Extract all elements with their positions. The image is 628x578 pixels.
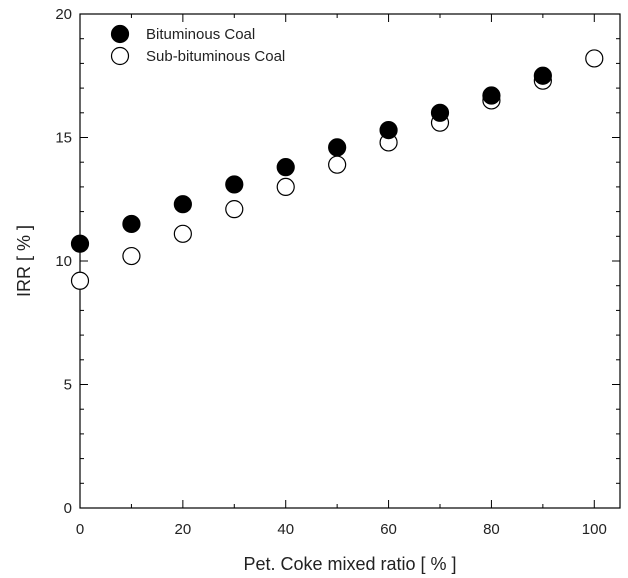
sub-bituminous-point xyxy=(173,224,192,243)
sub-bituminous-point xyxy=(225,200,244,219)
y-tick-label: 15 xyxy=(55,130,72,147)
data-points xyxy=(70,49,604,290)
bituminous-point xyxy=(379,120,398,140)
x-axis-title: Pet. Coke mixed ratio [ % ] xyxy=(243,554,456,574)
bituminous-point xyxy=(276,158,295,177)
x-tick-label: 20 xyxy=(175,521,192,538)
legend-label: Bituminous Coal xyxy=(146,26,255,43)
y-tick-label: 10 xyxy=(55,253,72,270)
sub-bituminous-point xyxy=(328,155,347,174)
bituminous-point xyxy=(482,86,501,105)
legend-marker xyxy=(110,46,130,66)
x-tick-label: 40 xyxy=(277,521,294,538)
x-tick-label: 80 xyxy=(483,521,500,538)
bituminous-point xyxy=(328,138,347,157)
y-tick-label: 0 xyxy=(64,500,72,517)
y-tick-label: 20 xyxy=(55,6,72,23)
legend: Bituminous Coal Sub-bituminous Coal xyxy=(110,24,285,66)
x-tick-label: 60 xyxy=(380,521,397,538)
bituminous-point xyxy=(225,175,244,194)
bituminous-point xyxy=(122,214,141,234)
y-axis-title: IRR [ % ] xyxy=(14,225,34,297)
sub-bituminous-point xyxy=(276,177,295,196)
sub-bituminous-point xyxy=(70,271,90,290)
sub-bituminous-point xyxy=(122,246,141,266)
bituminous-point xyxy=(70,234,90,253)
bituminous-point xyxy=(430,103,450,122)
ticks: 0 20 40 60 80 100 0 5 10 15 20 xyxy=(55,6,620,538)
legend-label: Sub-bituminous Coal xyxy=(146,48,285,65)
y-tick-label: 5 xyxy=(64,377,72,394)
x-tick-label: 100 xyxy=(582,521,607,538)
bituminous-point xyxy=(173,195,192,214)
legend-marker xyxy=(110,24,130,44)
x-tick-label: 0 xyxy=(76,521,84,538)
bituminous-point xyxy=(533,66,552,85)
sub-bituminous-point xyxy=(585,49,604,68)
